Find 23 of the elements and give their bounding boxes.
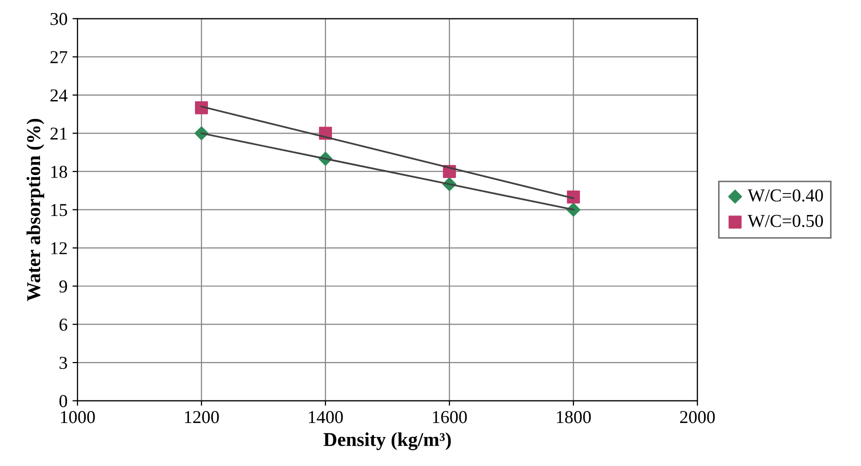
point	[194, 101, 208, 114]
x-tick-label: 1600	[432, 411, 467, 424]
y-tick-label: 15	[51, 204, 68, 216]
y-tick-label: 27	[50, 51, 68, 64]
y-tick-label: 3	[60, 356, 68, 369]
y-axis-title: Water absorption (%)	[26, 118, 44, 302]
legend-label: W/C=0.50	[748, 214, 823, 228]
x-tick-label: 1000	[61, 411, 95, 424]
y-tick-label: 30	[50, 12, 68, 26]
y-tick-label: 18	[51, 166, 68, 178]
y-tick-label: 12	[51, 242, 67, 254]
x-tick-label: 1200	[185, 411, 219, 424]
legend-label: W/C=0.40	[748, 189, 823, 202]
y-tick-label: 24	[50, 89, 68, 102]
x-tick-label: 2000	[680, 411, 715, 424]
point	[566, 190, 580, 204]
y-tick-label: 9	[59, 280, 68, 293]
x-axis-title: Density (kg/m³)	[324, 432, 451, 450]
x-tick-label: 1800	[556, 411, 591, 424]
y-tick-label: 6	[60, 318, 68, 331]
y-tick-label: 21	[50, 128, 67, 140]
x-tick-label: 1400	[308, 411, 343, 424]
y-tick-label: 0	[59, 395, 68, 408]
